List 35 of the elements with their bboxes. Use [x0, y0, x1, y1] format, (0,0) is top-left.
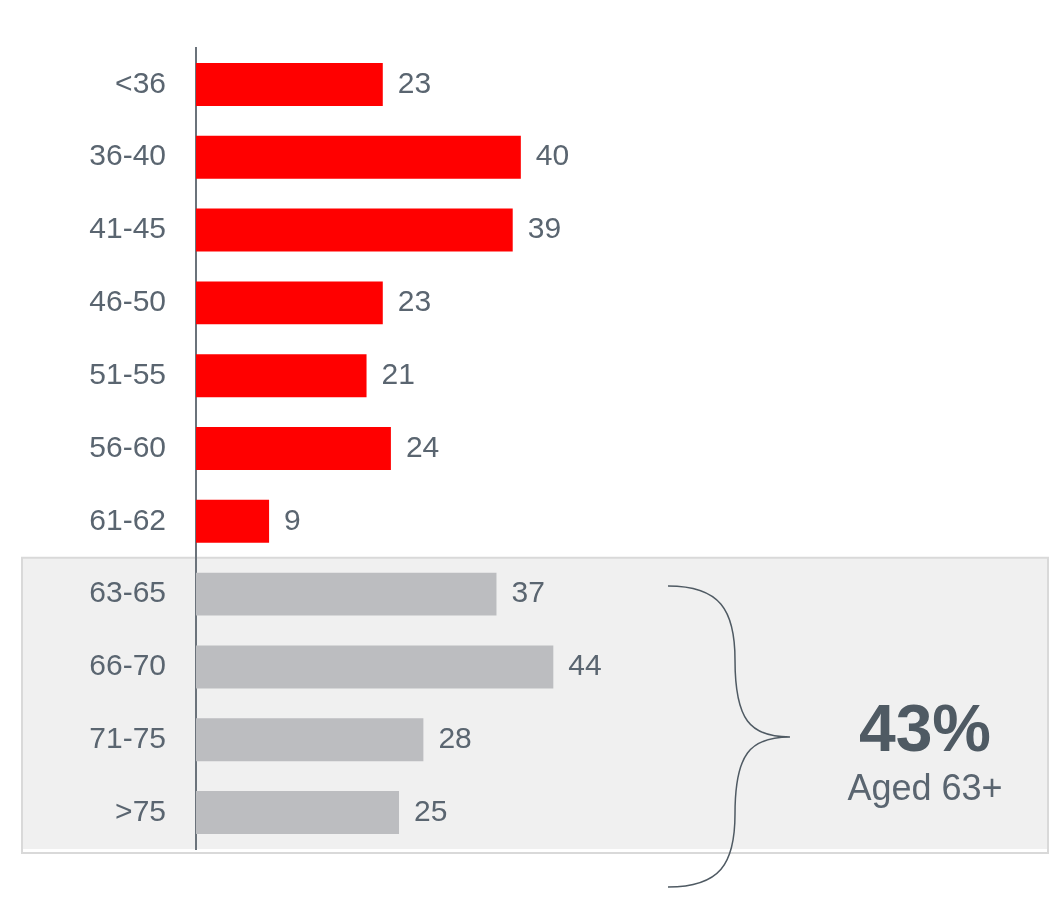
bar — [196, 572, 497, 616]
data-label: 44 — [568, 648, 602, 682]
text: Aged 63+ — [846, 766, 1004, 810]
y-tick-label: 36-40 — [89, 138, 166, 172]
bar — [196, 499, 270, 543]
data-label: 28 — [438, 721, 472, 755]
data-label: 40 — [535, 138, 570, 172]
bar — [196, 354, 367, 398]
text: 43% — [857, 690, 993, 766]
y-tick-label: <36 — [115, 65, 166, 99]
bar — [196, 62, 383, 106]
bar — [196, 281, 383, 325]
data-label: 21 — [381, 356, 415, 390]
y-tick-label: 56-60 — [89, 429, 166, 463]
data-label: 39 — [527, 211, 562, 245]
bar — [196, 718, 424, 762]
bar — [196, 427, 391, 470]
y-tick-label: 41-45 — [89, 211, 166, 245]
y-tick-label: 51-55 — [89, 356, 166, 390]
data-label: 37 — [511, 575, 545, 609]
y-tick-label: 66-70 — [89, 648, 166, 682]
bar — [196, 208, 513, 252]
data-label: 23 — [397, 284, 432, 318]
data-label: 23 — [397, 65, 432, 99]
bar — [196, 135, 521, 179]
bar — [196, 645, 554, 689]
y-tick-label: 71-75 — [89, 721, 166, 755]
bar — [196, 791, 400, 835]
data-label: 9 — [284, 502, 301, 536]
data-label: 25 — [414, 793, 448, 827]
y-tick-label: >75 — [115, 793, 166, 827]
y-tick-label: 46-50 — [89, 284, 166, 318]
data-label: 24 — [405, 429, 440, 463]
y-tick-label: 61-62 — [89, 502, 166, 536]
y-tick-label: 63-65 — [89, 575, 166, 609]
